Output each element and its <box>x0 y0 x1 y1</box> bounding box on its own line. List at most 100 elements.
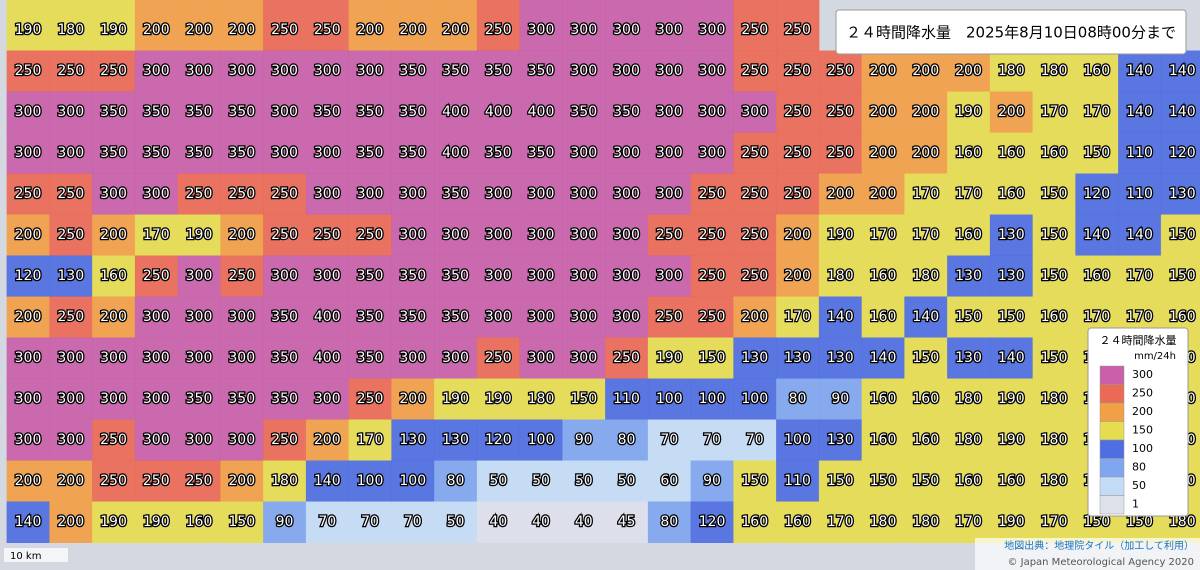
rain-value: 250 <box>741 63 768 79</box>
legend-swatch <box>1099 365 1125 385</box>
rain-value: 140 <box>314 473 341 489</box>
rain-value: 350 <box>186 104 213 120</box>
rain-value: 350 <box>399 145 426 161</box>
rain-value: 170 <box>870 227 897 243</box>
rain-value: 250 <box>15 186 42 202</box>
rain-cell <box>989 173 1034 215</box>
rain-cell <box>1032 132 1076 174</box>
rain-cell <box>6 214 50 256</box>
rain-cell <box>519 50 563 92</box>
rain-value: 110 <box>613 391 640 407</box>
rain-value: 200 <box>912 104 939 120</box>
rain-cell <box>605 460 649 502</box>
rain-cell <box>605 419 649 461</box>
rain-cell <box>733 501 777 543</box>
rain-value: 250 <box>699 186 726 202</box>
rain-cell <box>861 132 905 174</box>
rain-cell <box>177 132 221 174</box>
rain-value: 250 <box>656 309 683 325</box>
rain-cell <box>690 50 734 92</box>
rain-cell <box>861 91 905 133</box>
rain-cell <box>818 132 863 174</box>
rain-cell <box>92 214 136 256</box>
rain-cell <box>220 378 264 420</box>
rain-value: 130 <box>998 227 1025 243</box>
rain-value: 180 <box>1041 391 1068 407</box>
rain-value: 180 <box>955 391 982 407</box>
rain-value: 180 <box>912 268 939 284</box>
rain-cell <box>605 91 649 133</box>
rain-cell <box>92 419 136 461</box>
rain-value: 160 <box>186 514 213 530</box>
rain-value: 300 <box>271 145 298 161</box>
rain-value: 60 <box>660 473 678 489</box>
rain-cell <box>391 296 435 338</box>
rain-value: 170 <box>955 514 982 530</box>
rain-value: 400 <box>442 145 469 161</box>
rain-cell <box>348 378 392 420</box>
rain-cell <box>220 0 264 51</box>
rain-cell <box>904 255 948 297</box>
rain-value: 130 <box>399 432 426 448</box>
rain-value: 50 <box>447 514 465 530</box>
rain-value: 150 <box>1041 350 1068 366</box>
rain-value: 350 <box>271 391 298 407</box>
rain-cell <box>220 337 264 379</box>
rain-cell <box>263 91 307 133</box>
rain-cell <box>776 255 820 297</box>
rain-cell <box>177 501 221 543</box>
rain-cell <box>605 173 649 215</box>
rain-cell <box>647 419 692 461</box>
rain-cell <box>989 378 1034 420</box>
rain-cell <box>776 337 820 379</box>
rain-cell <box>134 337 179 379</box>
rain-value: 300 <box>741 104 768 120</box>
rain-cell <box>391 214 435 256</box>
rain-value: 160 <box>741 514 768 530</box>
rain-value: 160 <box>912 432 939 448</box>
rain-value: 250 <box>485 350 512 366</box>
rain-cell <box>177 214 221 256</box>
rain-value: 160 <box>955 145 982 161</box>
rain-cell <box>220 132 264 174</box>
rain-cell <box>177 0 221 51</box>
rain-value: 200 <box>784 227 811 243</box>
rain-value: 200 <box>143 22 170 38</box>
rain-value: 150 <box>1041 227 1068 243</box>
rain-cell <box>1160 255 1200 297</box>
rain-cell <box>348 91 392 133</box>
rain-value: 140 <box>1169 104 1196 120</box>
scale-label: 10 km <box>10 551 41 562</box>
legend-label: 150 <box>1132 424 1153 437</box>
rain-value: 300 <box>57 391 84 407</box>
rain-value: 300 <box>186 309 213 325</box>
rain-cell <box>177 91 221 133</box>
rain-value: 170 <box>1041 514 1068 530</box>
rain-cell <box>818 378 863 420</box>
rain-cell <box>904 173 948 215</box>
rain-cell <box>1032 50 1076 92</box>
legend-label: 80 <box>1132 461 1146 474</box>
rain-value: 300 <box>15 350 42 366</box>
rain-cell <box>305 214 350 256</box>
rain-cell <box>818 50 863 92</box>
rain-value: 350 <box>357 104 384 120</box>
rain-cell <box>305 173 350 215</box>
rain-value: 300 <box>15 145 42 161</box>
rain-cell <box>904 378 948 420</box>
rain-cell <box>1118 132 1162 174</box>
rain-cell <box>647 132 692 174</box>
rain-cell <box>391 460 435 502</box>
rain-cell <box>904 296 948 338</box>
rain-value: 250 <box>613 350 640 366</box>
rain-value: 150 <box>228 514 255 530</box>
rain-value: 90 <box>276 514 294 530</box>
rain-value: 190 <box>186 227 213 243</box>
rain-value: 350 <box>143 104 170 120</box>
rain-cell <box>562 173 606 215</box>
rain-value: 160 <box>1083 268 1110 284</box>
rain-cell <box>605 255 649 297</box>
rain-value: 250 <box>100 63 127 79</box>
rain-value: 100 <box>699 391 726 407</box>
rain-value: 300 <box>357 63 384 79</box>
